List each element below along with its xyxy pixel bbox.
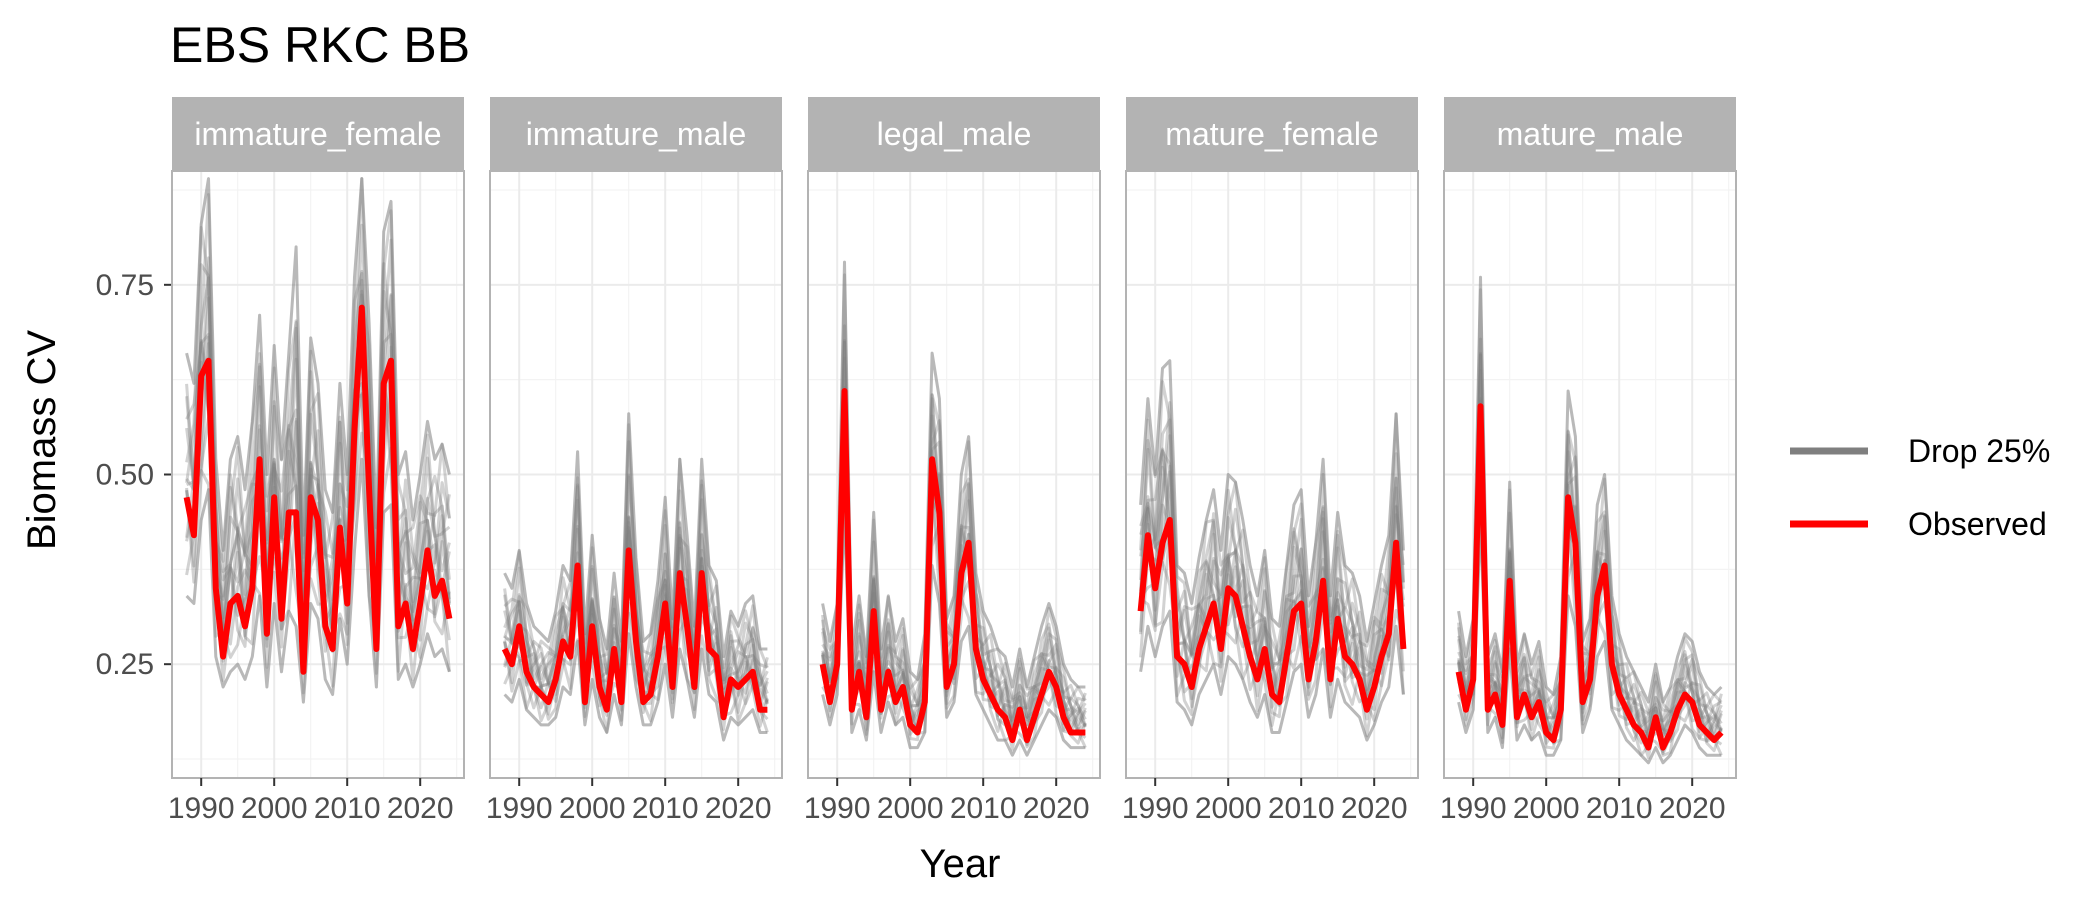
drop-replicate-line (1139, 380, 1405, 692)
x-tick-label: 2010 (1586, 792, 1653, 825)
facet-strip-label: immature_female (194, 116, 441, 152)
x-tick-label: 1990 (486, 792, 553, 825)
x-tick-label: 2000 (1513, 792, 1580, 825)
x-tick-label: 2010 (1268, 792, 1335, 825)
legend-label: Observed (1908, 506, 2047, 542)
drop-envelope-line (1457, 518, 1722, 765)
panel-border (489, 170, 783, 779)
x-tick-label: 2010 (950, 792, 1017, 825)
facet-panel-immature_male: immature_male 1990 2000 2010 2020 (486, 97, 783, 825)
facet-strip-label: mature_female (1165, 116, 1378, 152)
observed-series-line (1137, 517, 1407, 713)
y-tick-label: 0.25 (96, 648, 154, 681)
drop-replicate-line (1139, 447, 1405, 688)
legend-label: Drop 25% (1908, 433, 2050, 469)
facet-strip-label: legal_male (877, 116, 1032, 152)
drop-replicate-line (185, 262, 451, 580)
x-tick-label: 2020 (1659, 792, 1726, 825)
facet-strip (808, 97, 1100, 171)
drop-replicate-line (185, 256, 451, 631)
observed-series-line (1455, 403, 1724, 751)
drop-envelope-line (1139, 359, 1405, 643)
panel-border (1125, 170, 1419, 779)
y-axis-ticks: 0.25 0.50 0.75 (96, 269, 172, 681)
legend-item-drop: Drop 25% (1790, 433, 2050, 469)
x-tick-label: 2020 (705, 792, 772, 825)
drop-replicate-line (185, 308, 451, 675)
facet-panel-legal_male: legal_male 1990 2000 2010 2020 (804, 97, 1101, 825)
x-tick-label: 2000 (877, 792, 944, 825)
drop-replicate-line (185, 278, 451, 646)
drop-replicate-line (503, 524, 769, 703)
x-tick-label: 2010 (632, 792, 699, 825)
x-tick-label: 1990 (1440, 792, 1507, 825)
facet-strip-label: mature_male (1497, 116, 1684, 152)
x-tick-label: 2010 (314, 792, 381, 825)
x-tick-label: 2020 (1341, 792, 1408, 825)
observed-series-line (501, 547, 768, 721)
drop-replicate-line (1139, 412, 1405, 666)
drop-replicate-line (185, 388, 451, 673)
facet-strip (1126, 97, 1418, 171)
drop-envelope-line (503, 412, 768, 659)
drop-replicate-line (1139, 401, 1405, 671)
y-tick-label: 0.75 (96, 269, 154, 302)
drop-envelope-line (503, 632, 768, 742)
drop-replicate-line (1139, 513, 1405, 719)
x-tick-label: 2020 (387, 792, 454, 825)
panel-border (1443, 170, 1737, 779)
y-axis-title: Biomass CV (20, 330, 64, 550)
facet-panel-immature_female: immature_female 1990 2000 2010 2020 (168, 97, 465, 825)
facet-strip (1444, 97, 1736, 171)
x-tick-label: 2000 (1195, 792, 1262, 825)
facet-strip (172, 97, 464, 171)
drop-replicate-line (1139, 418, 1405, 702)
facet-strip-label: immature_male (526, 116, 747, 152)
drop-envelope-line (821, 510, 1086, 757)
facet-strip (490, 97, 782, 171)
x-tick-label: 1990 (1122, 792, 1189, 825)
drop-envelope-line (821, 260, 1086, 689)
panel-border (171, 170, 465, 779)
drop-envelope-line (185, 457, 451, 704)
facet-panel-mature_female: mature_female 1990 2000 2010 2020 (1122, 97, 1419, 825)
x-tick-label: 2000 (559, 792, 626, 825)
panel-border (807, 170, 1101, 779)
legend: Drop 25% Observed (1790, 433, 2050, 542)
x-axis-title: Year (920, 842, 1001, 886)
x-tick-label: 1990 (168, 792, 235, 825)
x-tick-label: 2020 (1023, 792, 1090, 825)
y-tick-label: 0.50 (96, 459, 154, 492)
drop-envelope-line (185, 177, 451, 552)
chart-title: EBS RKC BB (170, 17, 470, 73)
drop-replicate-line (185, 276, 451, 641)
x-tick-label: 2000 (241, 792, 308, 825)
legend-item-observed: Observed (1790, 506, 2047, 542)
observed-series-line (183, 304, 453, 675)
x-tick-label: 1990 (804, 792, 871, 825)
observed-series-line (819, 388, 1086, 744)
facet-panel-mature_male: mature_male 1990 2000 2010 2020 (1440, 97, 1737, 825)
drop-replicate-line (185, 223, 451, 619)
drop-envelope-line (1139, 609, 1405, 742)
